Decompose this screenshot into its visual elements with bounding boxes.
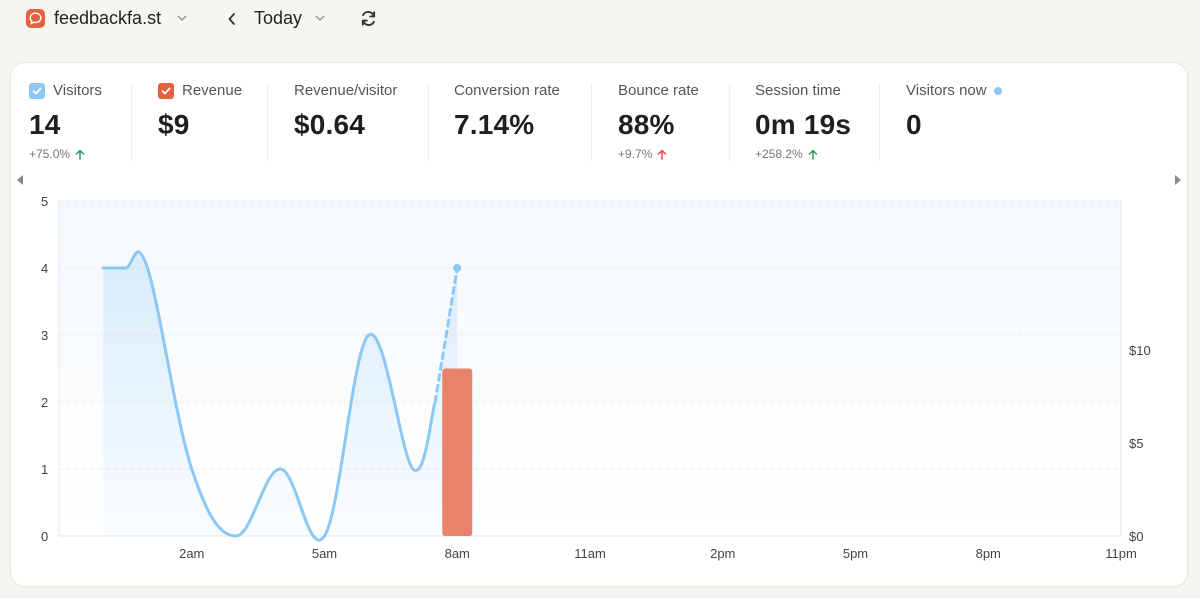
metric-divider	[879, 83, 880, 161]
metric-revenue[interactable]: Revenue $9	[158, 63, 268, 163]
y-tick-label: 5	[41, 194, 48, 209]
period-selector[interactable]: Today	[254, 8, 303, 28]
metric-change-text: +75.0%	[29, 147, 71, 161]
metric-divider	[591, 83, 592, 161]
y-tick-label: 4	[41, 261, 48, 276]
y-tick-label: 3	[41, 328, 48, 343]
revenue-bar	[442, 368, 473, 536]
metric-divider	[729, 83, 730, 161]
metric-label-row: Conversion rate	[454, 82, 560, 99]
x-tick-label: 5pm	[843, 546, 868, 561]
y-tick-label: 0	[41, 529, 48, 544]
metric-value: $9	[158, 109, 190, 140]
metric-value: 14	[29, 109, 61, 140]
check-icon	[32, 87, 42, 94]
metric-label-row: Session time	[755, 82, 841, 99]
visitors-line	[101, 250, 437, 542]
metric-change-text: +9.7%	[618, 147, 653, 161]
visitors-checkbox[interactable]	[29, 82, 45, 99]
x-tick-label: 8pm	[976, 546, 1001, 561]
x-tick-label: 8am	[445, 546, 470, 561]
metric-value: $0.64	[294, 109, 366, 140]
right-tick-label: $5	[1129, 436, 1143, 451]
metric-conversion-rate[interactable]: Conversion rate 7.14%	[454, 63, 594, 163]
x-tick-label: 2pm	[710, 546, 735, 561]
top-bar: feedbackfa.st Today	[0, 0, 1200, 40]
metric-revenue-per-visitor[interactable]: Revenue/visitor $0.64	[294, 63, 434, 163]
visitors-current-point[interactable]	[453, 264, 462, 272]
site-selector[interactable]: feedbackfa.st	[54, 8, 162, 28]
check-icon	[161, 87, 171, 94]
metric-change: +258.2%	[755, 147, 818, 161]
y-tick-label: 1	[41, 462, 48, 477]
live-indicator-icon	[993, 86, 1002, 95]
metric-divider	[267, 83, 268, 161]
arrow-up-icon	[75, 149, 85, 160]
refresh-icon[interactable]	[359, 9, 378, 28]
metric-label: Visitors now	[906, 82, 987, 99]
right-tick-label: $10	[1129, 343, 1151, 358]
scroll-left-icon[interactable]	[15, 173, 25, 187]
previous-period-icon[interactable]	[226, 11, 238, 27]
metric-label-row: Revenue/visitor	[294, 82, 397, 99]
metric-value: 0m 19s	[755, 109, 852, 140]
metric-value: 7.14%	[454, 109, 535, 140]
metric-label: Visitors	[53, 82, 102, 99]
right-tick-label: $0	[1129, 529, 1143, 544]
analytics-card: Visitors 14 +75.0% Revenue $9 Revenue/vi…	[11, 63, 1187, 586]
arrow-up-icon	[658, 149, 667, 160]
metric-visitors[interactable]: Visitors 14 +75.0%	[29, 63, 133, 163]
metric-bounce-rate[interactable]: Bounce rate 88% +9.7%	[618, 63, 728, 163]
revenue-checkbox[interactable]	[158, 82, 174, 99]
metric-value: 0	[906, 109, 922, 140]
x-tick-label: 11am	[574, 546, 606, 561]
metric-change-text: +258.2%	[755, 147, 803, 161]
metric-label-row: Visitors now	[906, 82, 1002, 99]
visitors-area	[103, 251, 458, 541]
metric-label-row: Visitors	[29, 82, 102, 99]
metric-label: Bounce rate	[618, 82, 699, 99]
scroll-right-icon[interactable]	[1173, 173, 1183, 187]
metric-visitors-now[interactable]: Visitors now 0	[906, 63, 1036, 163]
metric-session-time[interactable]: Session time 0m 19s +258.2%	[755, 63, 880, 163]
metric-label-row: Revenue	[158, 82, 242, 99]
metric-label: Conversion rate	[454, 82, 560, 99]
x-tick-label: 11pm	[1105, 546, 1137, 561]
y-tick-label: 2	[41, 395, 48, 410]
metric-divider	[131, 83, 132, 161]
arrow-up-icon	[808, 149, 817, 160]
x-tick-label: 2am	[179, 546, 204, 561]
chevron-down-icon[interactable]	[176, 12, 188, 24]
chat-bubble-icon	[29, 12, 42, 25]
site-logo	[26, 9, 45, 28]
visitors-projected-line	[433, 266, 459, 404]
metric-divider	[428, 83, 429, 161]
metric-change: +75.0%	[29, 147, 85, 161]
metric-change: +9.7%	[618, 147, 667, 161]
metric-value: 88%	[618, 109, 675, 140]
chevron-down-icon[interactable]	[314, 12, 326, 24]
metric-label: Revenue/visitor	[294, 82, 398, 99]
metric-label: Session time	[755, 82, 841, 99]
x-tick-label: 5am	[312, 546, 337, 561]
plot-area	[59, 201, 1121, 536]
metric-label: Revenue	[182, 82, 243, 99]
visitors-revenue-chart: 0 1 2 3 4 5 $0 $5 $10 2am 5am 8am 11am 2pm 5pm 8pm 11pm	[41, 194, 1151, 561]
metric-label-row: Bounce rate	[618, 82, 699, 99]
